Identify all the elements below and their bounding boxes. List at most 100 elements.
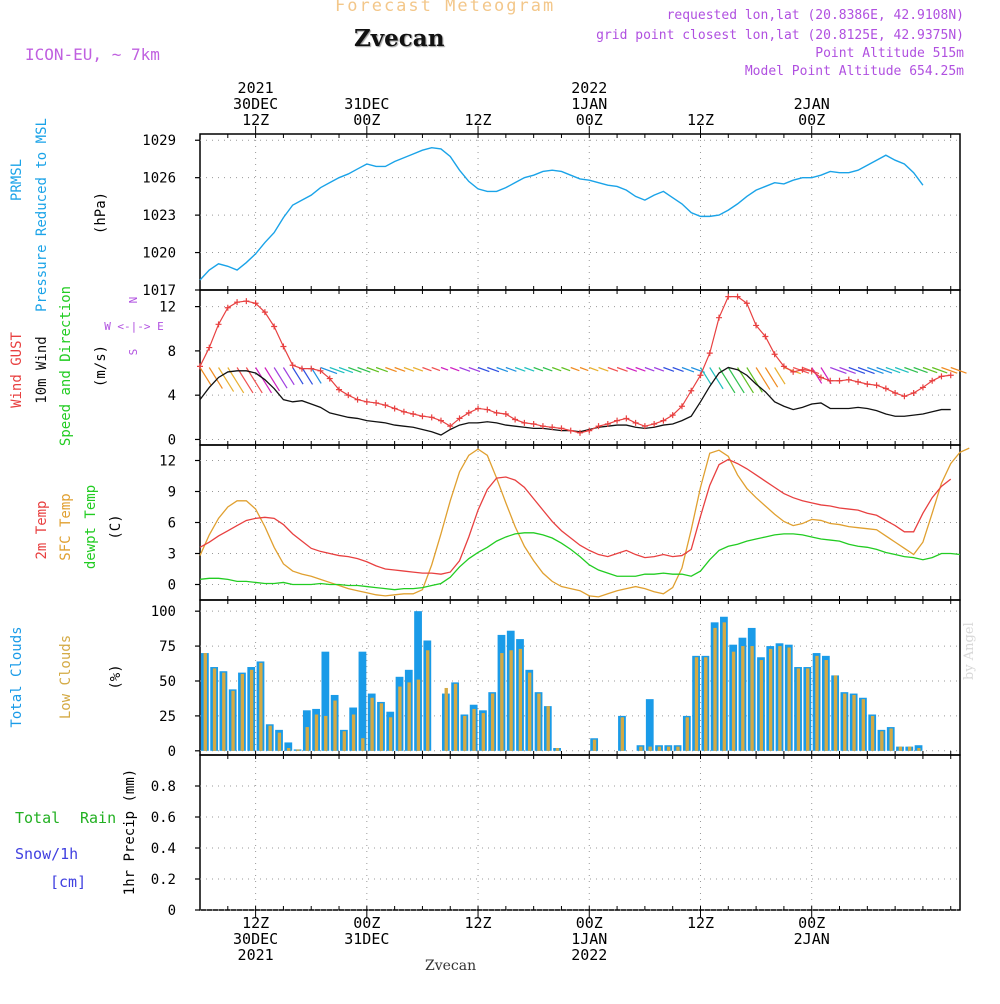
wind-direction-arrow	[514, 366, 526, 372]
low-cloud-bar	[296, 749, 300, 751]
low-cloud-bar	[222, 672, 226, 751]
low-cloud-bar	[249, 669, 254, 751]
wind-direction-arrow	[839, 366, 856, 374]
wind-gust-marker	[298, 365, 305, 372]
low-cloud-bar	[667, 746, 671, 751]
temp-label-dewpt: dewpt Temp	[83, 485, 99, 569]
wind-direction-arrow	[904, 366, 919, 373]
wind-gust-marker	[456, 415, 463, 422]
top-axis-label: 12Z	[242, 111, 269, 129]
low-cloud-bar	[490, 693, 495, 751]
wind-gust-marker	[827, 377, 834, 384]
low-cloud-bar	[907, 746, 912, 751]
bottom-axis-label: 1JAN	[571, 930, 607, 948]
wind-gust-marker	[586, 427, 593, 434]
panel-frame-pressure	[199, 133, 961, 291]
wind-direction-arrow	[653, 366, 665, 372]
precip-legend-snow: Snow/1h	[15, 845, 79, 863]
wind-direction-arrow	[301, 367, 314, 385]
pressure-line	[199, 147, 924, 281]
low-cloud-bar	[314, 714, 319, 751]
wind-gust-marker	[317, 367, 324, 374]
wind-direction-arrow	[830, 366, 847, 374]
wind-gust-marker	[771, 351, 778, 358]
low-cloud-bar	[741, 646, 745, 751]
low-cloud-bar	[472, 708, 476, 751]
location-name: Zvecan	[354, 25, 445, 52]
low-cloud-bar	[806, 668, 810, 751]
wind-direction-arrow	[663, 366, 675, 372]
wind-direction-arrow	[320, 366, 338, 375]
low-cloud-bar	[648, 746, 652, 751]
low-cloud-bar	[639, 746, 643, 751]
bottom-axis-label: 00Z	[576, 914, 603, 932]
wind-gust-marker	[595, 423, 602, 430]
low-cloud-bar	[231, 690, 235, 751]
low-cloud-bar	[518, 648, 523, 751]
y-tick-label: 0.4	[151, 841, 176, 857]
top-axis-label: 12Z	[687, 111, 714, 129]
wind-gust-marker	[790, 368, 797, 375]
wind-gust-marker	[354, 396, 361, 403]
low-cloud-bar	[277, 732, 282, 751]
wind-direction-arrow	[218, 367, 235, 392]
top-axis-label: 00Z	[798, 111, 825, 129]
low-cloud-bar	[861, 699, 865, 751]
wind-gust-marker	[530, 420, 537, 427]
wind-gust-marker	[447, 423, 454, 430]
wind-gust-marker	[428, 414, 435, 421]
wind-gust-marker	[669, 412, 676, 419]
wind-label-direction: Speed and Direction	[58, 286, 74, 446]
y-tick-label: 75	[159, 639, 176, 655]
bottom-axis-label: 2JAN	[794, 930, 830, 948]
temp-unit: (C)	[108, 514, 124, 539]
low-cloud-bar	[333, 700, 337, 751]
wind-direction-arrow	[913, 366, 928, 374]
low-cloud-bar	[342, 731, 346, 751]
wind-gust-marker	[762, 333, 769, 340]
wind-direction-arrow	[561, 366, 571, 372]
wind-direction-arrow	[755, 367, 771, 390]
precip-legend-rain: Rain	[80, 809, 117, 827]
bottom-axis-label: 2022	[571, 946, 607, 964]
low-cloud-bar	[722, 622, 726, 751]
gridpoint-coords: grid point closest lon,lat (20.8125E, 42…	[596, 28, 964, 43]
y-tick-label: 1017	[142, 283, 176, 299]
top-axis-label: 2JAN	[794, 95, 830, 113]
temp-label-sfc: SFC Temp	[58, 493, 74, 560]
wind-direction-arrow	[672, 366, 684, 373]
point-altitude: Point Altitude 515m	[815, 46, 964, 61]
wind-gust-marker	[929, 377, 936, 384]
low-cloud-bar	[287, 748, 291, 751]
wind-direction-arrow	[468, 366, 481, 373]
chart-title: Forecast Meteogram	[335, 0, 556, 16]
y-tick-label: 12	[159, 300, 176, 316]
wind-direction-arrow	[885, 366, 901, 374]
wind-direction-arrow	[208, 367, 223, 389]
wind-gust-marker	[855, 378, 862, 385]
wind-gust-marker	[345, 392, 352, 399]
wind-direction-arrow	[477, 366, 490, 373]
wind-gust-marker	[845, 376, 852, 383]
wind-compass-s: S	[127, 349, 140, 356]
low-cloud-bar	[852, 694, 856, 751]
wind-direction-arrow	[357, 366, 371, 373]
wind-gust-marker	[261, 309, 268, 316]
wind-direction-arrow	[431, 366, 441, 372]
wind-direction-arrow	[524, 366, 535, 372]
low-cloud-bar	[453, 683, 458, 751]
wind-compass-we: W <-|-> E	[104, 320, 164, 333]
wind-gust-marker	[197, 363, 203, 370]
wind-gust-marker	[614, 417, 621, 424]
low-cloud-bar	[203, 653, 207, 751]
wind-direction-arrow	[412, 366, 424, 372]
wind-gust-marker	[308, 365, 315, 372]
wind-gust-marker	[558, 425, 565, 432]
wind-direction-arrow	[199, 367, 212, 386]
low-cloud-bar	[305, 727, 309, 751]
wind-gust-marker	[873, 382, 880, 389]
low-cloud-bar	[796, 668, 801, 751]
wind-gust-marker	[280, 343, 287, 350]
wind-direction-arrow	[533, 366, 544, 372]
wind-label-gust: Wind GUST	[9, 332, 25, 408]
